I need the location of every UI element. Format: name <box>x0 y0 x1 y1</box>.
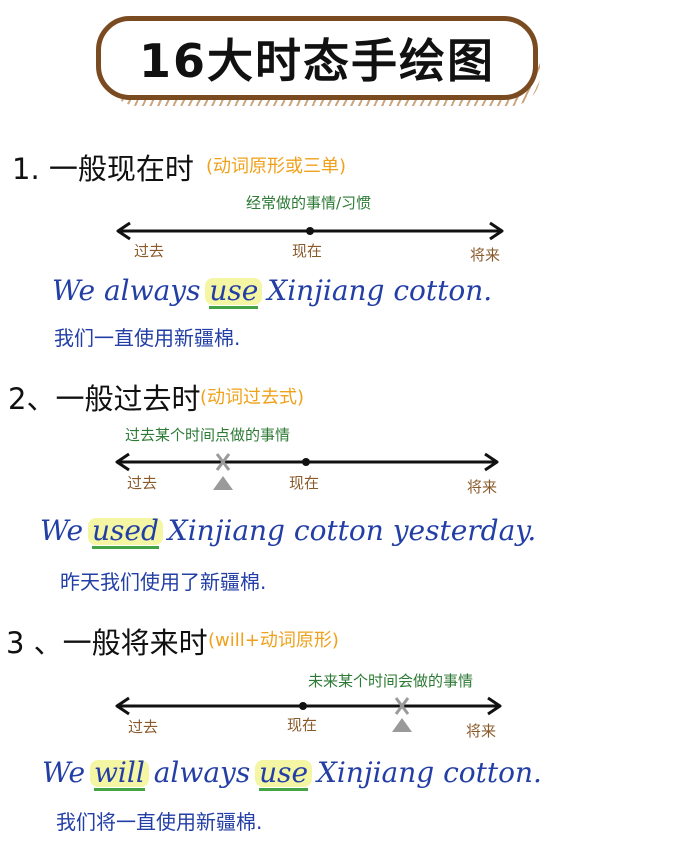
section-1-heading: 1. 一般现在时 <box>12 152 194 186</box>
verb-highlight: used <box>87 514 163 549</box>
section-2-heading: 2、一般过去时 <box>8 382 201 416</box>
section-3-note: (will+动词原形) <box>208 630 339 651</box>
label-future: 将来 <box>466 722 497 740</box>
title-frame <box>96 16 538 100</box>
verb-highlight: use <box>205 274 263 309</box>
label-past: 过去 <box>128 718 159 736</box>
section-3-heading: 3 、一般将来时 <box>6 626 208 660</box>
label-now: 现在 <box>292 242 323 260</box>
section-3-time-note: 未来某个时间会做的事情 <box>308 672 474 690</box>
label-future: 将来 <box>470 246 501 264</box>
section-1-sentence: We always use Xinjiang cotton. <box>52 274 493 309</box>
section-1-note: (动词原形或三单) <box>206 156 347 177</box>
modal-highlight: will <box>89 756 149 791</box>
section-3-translation: 我们将一直使用新疆棉. <box>56 810 263 834</box>
past-marker <box>213 453 233 490</box>
section-1-translation: 我们一直使用新疆棉. <box>54 326 241 350</box>
now-dot <box>306 227 314 235</box>
label-past: 过去 <box>127 474 158 492</box>
label-now: 现在 <box>289 474 320 492</box>
page-title: 16大时态手绘图 <box>138 34 495 88</box>
future-marker <box>392 697 412 732</box>
timeline-1 <box>116 221 504 241</box>
timeline-3 <box>115 696 502 732</box>
section-1-time-note: 经常做的事情/习惯 <box>246 194 372 212</box>
section-2-note: (动词过去式) <box>200 387 305 408</box>
label-past: 过去 <box>134 242 165 260</box>
verb-highlight: use <box>255 756 313 791</box>
label-now: 现在 <box>287 716 318 734</box>
section-2-sentence: We used Xinjiang cotton yesterday. <box>40 514 537 549</box>
timeline-2 <box>115 452 499 490</box>
label-future: 将来 <box>467 478 498 496</box>
section-3-sentence: We will always use Xinjiang cotton. <box>42 756 542 791</box>
section-2-translation: 昨天我们使用了新疆棉. <box>60 570 267 594</box>
section-2-time-note: 过去某个时间点做的事情 <box>125 426 291 444</box>
